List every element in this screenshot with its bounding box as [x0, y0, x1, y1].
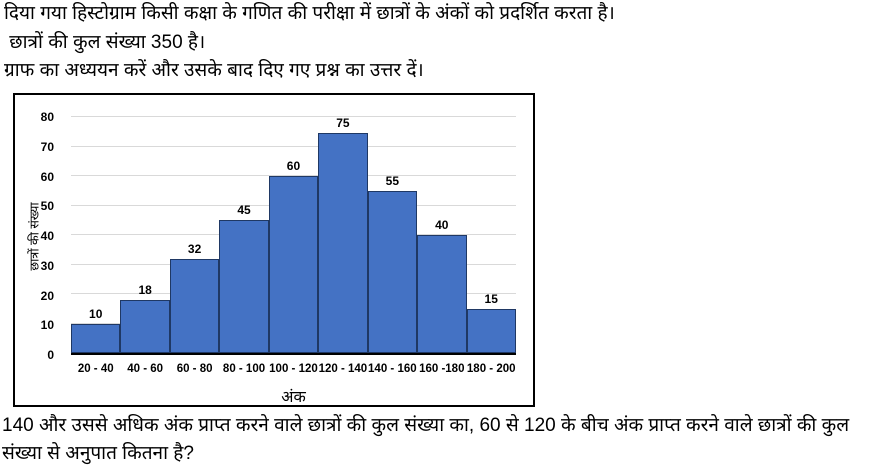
x-category-label: 180 - 200 — [466, 363, 516, 375]
x-category-label: 140 - 160 — [368, 363, 417, 375]
bar-slot: 18 — [120, 117, 170, 353]
bar-value-label: 32 — [187, 241, 202, 256]
intro-line-1: दिया गया हिस्टोग्राम किसी कक्षा के गणित … — [4, 3, 615, 24]
y-tick-label: 20 — [40, 288, 54, 303]
bar-value-label: 45 — [237, 203, 251, 218]
bar — [417, 235, 467, 353]
bar-value-label: 75 — [336, 116, 350, 130]
intro-line-3: ग्राफ का अध्ययन करें और उसके बाद दिए गए … — [4, 60, 424, 81]
bar-slot: 55 — [367, 117, 418, 353]
bar-value-label: 40 — [435, 218, 449, 232]
x-category-label: 160 -180 — [419, 363, 465, 375]
x-category-label: 20 - 40 — [77, 363, 114, 375]
bar-slot: 60 — [268, 117, 319, 353]
bar-slot: 10 — [71, 117, 121, 353]
y-tick-label: 40 — [40, 229, 54, 243]
bar — [219, 220, 269, 353]
x-category-label: 100 - 120 — [269, 363, 318, 375]
gridline — [71, 145, 516, 147]
bar — [169, 258, 220, 353]
y-ticks: 0 10 20 30 40 50 60 70 80 — [15, 111, 63, 361]
bar-value-label: 10 — [89, 306, 103, 321]
bars: 10 18 32 45 60 75 55 40 15 — [71, 117, 516, 353]
intro-line-2: छात्रों की कुल संख्या 350 है। — [4, 31, 206, 53]
bar-slot: 45 — [219, 117, 269, 353]
histogram-chart: छात्रों की संख्या 0 10 20 30 40 50 60 70 80 10 18… — [13, 93, 535, 407]
bar-slot: 15 — [466, 117, 516, 353]
bar — [71, 323, 121, 353]
x-category-label: 80 - 100 — [222, 363, 266, 375]
bar-value-label: 18 — [138, 282, 152, 297]
bar-value-label: 55 — [385, 173, 400, 188]
x-category-label: 40 - 60 — [127, 363, 164, 375]
plot-area: 10 18 32 45 60 75 55 40 15 — [71, 116, 516, 355]
bar — [367, 190, 418, 353]
x-category-label: 60 - 80 — [176, 363, 213, 375]
y-tick-label: 80 — [40, 110, 54, 124]
bar-value-label: 60 — [286, 159, 301, 173]
bar — [120, 299, 170, 353]
x-labels: 20 - 40 40 - 60 60 - 80 80 - 100 100 - 120 12… — [71, 363, 516, 375]
x-category-label: 120 - 140 — [318, 363, 368, 375]
y-tick-label: 30 — [40, 258, 54, 273]
bar-slot: 32 — [169, 117, 220, 353]
question-text: 140 और उससे अधिक अंक प्राप्त करने वाले छ… — [2, 415, 850, 464]
y-tick-label: 70 — [40, 139, 54, 154]
intro-text: दिया गया हिस्टोग्राम किसी कक्षा के गणित … — [4, 0, 884, 86]
bar — [268, 176, 319, 353]
y-tick-label: 10 — [40, 318, 54, 333]
bar — [318, 133, 368, 353]
x-axis-title: अंक — [281, 389, 306, 406]
bar — [466, 308, 516, 353]
y-tick-label: 60 — [40, 169, 54, 184]
gridline — [71, 116, 516, 117]
y-tick-label: 0 — [47, 348, 54, 362]
gridline — [71, 175, 516, 176]
bar-slot: 40 — [417, 117, 467, 353]
bar-slot: 75 — [318, 116, 368, 353]
bar-value-label: 15 — [484, 291, 498, 306]
y-tick-label: 50 — [40, 199, 54, 214]
